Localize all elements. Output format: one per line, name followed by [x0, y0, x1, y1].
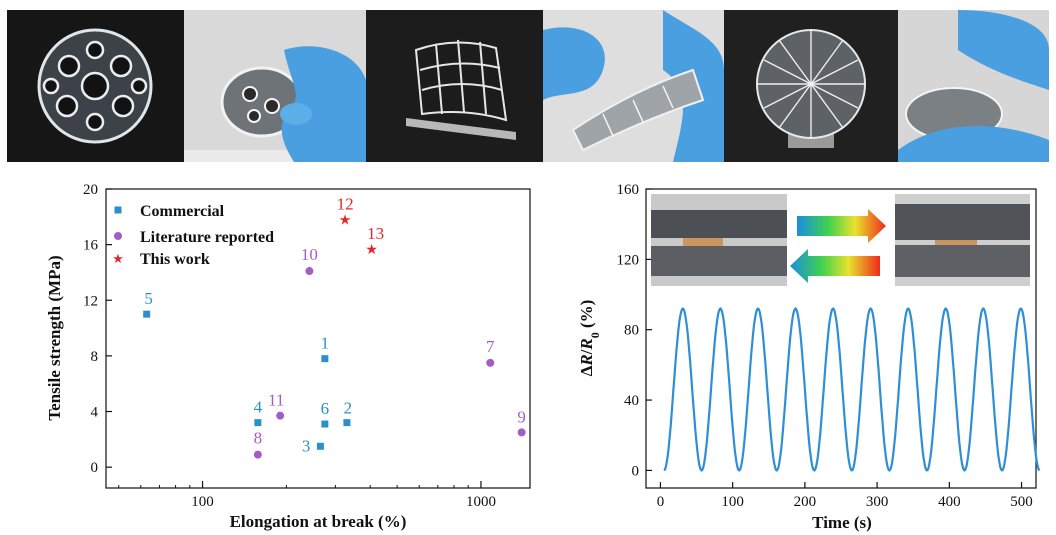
- scatter-y-tick-label: 8: [91, 349, 99, 365]
- point-label: 8: [254, 429, 263, 448]
- scatter-plot-frame: [105, 188, 531, 489]
- point-label: 10: [301, 245, 318, 264]
- cycle-x-tick-label: 400: [938, 494, 961, 510]
- legend-circle-marker: [114, 232, 122, 240]
- scatter-x-tick-label: 100: [191, 494, 214, 510]
- commercial-point: [254, 419, 262, 427]
- literature-point: [276, 411, 285, 420]
- compression-photo-pressed: [895, 194, 1030, 286]
- point-label: 1: [321, 334, 330, 353]
- scatter-x-tick-label: 1000: [466, 494, 496, 510]
- cycle-y-tick-label: 120: [617, 252, 640, 268]
- legend-label: Commercial: [140, 203, 225, 220]
- cycle-x-tick-label: 300: [866, 494, 889, 510]
- wavy-lattice-bent-photo: [543, 10, 724, 162]
- arrow-left-icon: [790, 249, 880, 283]
- legend-label: This work: [140, 251, 210, 268]
- spherical-lattice-pressed-photo: [184, 10, 366, 162]
- scatter-y-tick-label: 0: [91, 460, 99, 476]
- point-label: 3: [302, 436, 311, 455]
- dome-lattice-pressed-photo: [898, 10, 1049, 162]
- literature-point: [305, 267, 314, 276]
- wavy-lattice-photo: [366, 10, 543, 162]
- cycle-y-tick-label: 40: [624, 393, 639, 409]
- commercial-point: [321, 355, 329, 363]
- cycle-y-tick-label: 80: [624, 323, 639, 339]
- point-label: 6: [321, 399, 330, 418]
- cycle-x-tick-label: 200: [794, 494, 817, 510]
- cycle-x-tick-label: 500: [1010, 494, 1033, 510]
- commercial-point: [343, 419, 351, 427]
- cycle-y-tick-label: 160: [617, 182, 640, 198]
- literature-point: [517, 428, 526, 437]
- point-label: 2: [344, 399, 353, 418]
- cycle-x-tick-label: 100: [721, 494, 744, 510]
- scatter-y-tick-label: 16: [83, 238, 99, 254]
- literature-point: [253, 450, 262, 459]
- scatter-y-axis-label: Tensile strength (MPa): [45, 255, 64, 420]
- literature-point: [486, 358, 495, 367]
- scatter-y-tick-label: 12: [83, 293, 98, 309]
- legend-star-marker: ★: [112, 252, 124, 267]
- legend-square-marker: [114, 206, 122, 214]
- commercial-point: [316, 442, 324, 450]
- scatter-y-tick-label: 20: [83, 182, 98, 198]
- cycle-plot-frame: [645, 188, 1037, 489]
- point-label: 4: [254, 398, 263, 417]
- point-label: 7: [486, 337, 495, 356]
- compression-test-inset: [651, 194, 1030, 286]
- cycle-y-axis-label: ΔR/R0 (%): [577, 300, 602, 377]
- point-label: 9: [517, 407, 526, 426]
- this-work-point: ★: [339, 213, 352, 229]
- this-work-point: ★: [365, 242, 378, 258]
- point-label: 12: [337, 195, 354, 214]
- scatter-x-axis-label: Elongation at break (%): [230, 512, 407, 531]
- legend-label: Literature reported: [140, 229, 274, 246]
- cycle-y-tick-label: 0: [632, 463, 640, 479]
- arrow-right-icon: [797, 209, 886, 243]
- compression-photo-open: [651, 194, 787, 286]
- cycle-x-axis-label: Time (s): [812, 513, 872, 532]
- point-label: 13: [367, 224, 384, 243]
- point-label: 5: [144, 289, 153, 308]
- commercial-point: [143, 310, 151, 318]
- dome-lattice-photo: [724, 10, 898, 162]
- point-label: 11: [268, 391, 284, 410]
- spherical-lattice-photo: [7, 10, 184, 162]
- scatter-y-tick-label: 4: [91, 405, 99, 421]
- cycle-x-tick-label: 0: [657, 494, 665, 510]
- resistance-change-curve: [663, 307, 1041, 472]
- commercial-point: [321, 420, 329, 428]
